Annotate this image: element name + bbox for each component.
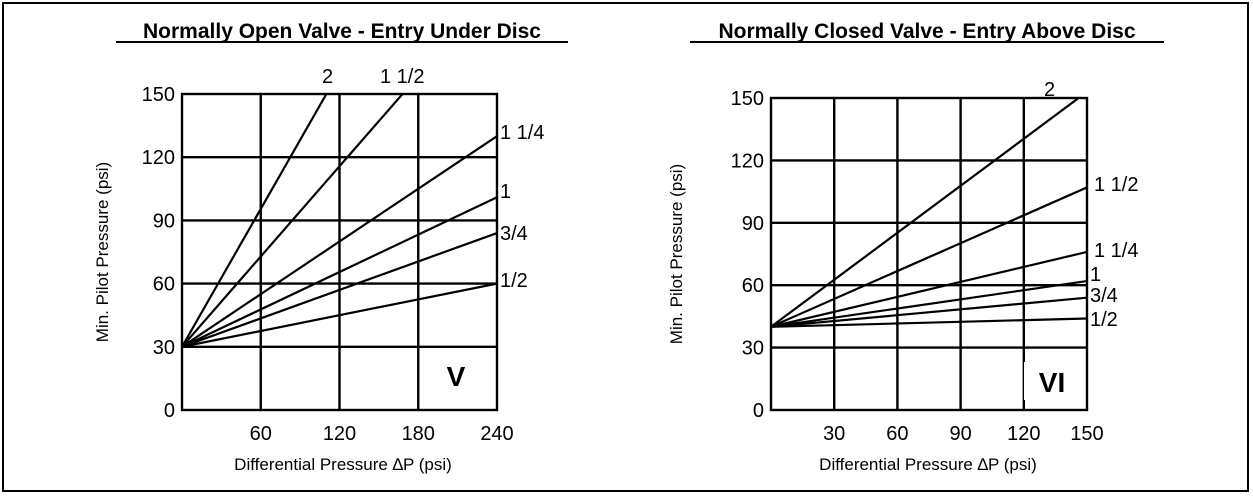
chart-panel-1: Normally Open Valve - Entry Under Disc 0 3… xyxy=(93,20,568,474)
x-tick-label: 90 xyxy=(949,423,971,445)
series-line-1 xyxy=(182,94,404,348)
plot-area xyxy=(769,96,1089,412)
series-label: 1 1/4 xyxy=(1094,240,1138,262)
series-line-4 xyxy=(182,232,497,348)
y-tick-label: 90 xyxy=(153,210,175,232)
chart-title: Normally Open Valve - Entry Under Disc xyxy=(143,20,541,43)
y-axis-label: Min. Pilot Pressure (psi) xyxy=(667,164,686,344)
x-tick-label: 180 xyxy=(402,423,435,445)
y-axis-label: Min. Pilot Pressure (psi) xyxy=(93,162,112,342)
y-tick-label: 30 xyxy=(153,337,175,359)
x-axis-label: Differential Pressure ∆P (psi) xyxy=(819,455,1037,474)
x-axis-label: Differential Pressure ∆P (psi) xyxy=(234,455,452,474)
series-label: 1 1/4 xyxy=(500,122,544,144)
series-line-2 xyxy=(182,135,497,348)
series-label: 1/2 xyxy=(500,270,528,292)
series-line-5 xyxy=(182,282,497,348)
series-label: 1 1/2 xyxy=(380,66,424,88)
y-tick-label: 150 xyxy=(731,88,764,110)
series-line-2 xyxy=(771,250,1087,328)
x-tick-label: 240 xyxy=(480,423,513,445)
y-tick-label: 120 xyxy=(142,147,175,169)
y-tick-label: 30 xyxy=(742,338,764,360)
panel-mark-bg xyxy=(436,356,476,394)
series-label: 1 1/2 xyxy=(1094,174,1138,196)
panel-mark-bg xyxy=(1024,362,1080,400)
series-line-4 xyxy=(771,296,1087,328)
y-tick-label: 0 xyxy=(753,400,764,422)
panel-mark: VI xyxy=(1039,367,1065,398)
series-label: 2 xyxy=(322,66,333,88)
y-tick-label: 90 xyxy=(742,213,764,235)
series-line-0 xyxy=(771,98,1081,328)
y-tick-label: 60 xyxy=(742,275,764,297)
panel-mark: V xyxy=(447,361,466,392)
y-tick-label: 60 xyxy=(153,274,175,296)
y-tick-label: 120 xyxy=(731,150,764,172)
series-line-0 xyxy=(182,94,328,348)
series-label: 3/4 xyxy=(500,223,528,245)
x-tick-label: 30 xyxy=(823,423,845,445)
chart-title: Normally Closed Valve - Entry Above Disc xyxy=(718,20,1135,43)
chart-panel-2: Normally Closed Valve - Entry Above Disc… xyxy=(667,20,1164,474)
series-line-3 xyxy=(771,279,1087,328)
series-label: 3/4 xyxy=(1090,285,1118,307)
series-label: 1 xyxy=(1090,264,1101,286)
plot-area xyxy=(180,92,499,412)
x-tick-label: 120 xyxy=(1007,423,1040,445)
y-tick-label: 150 xyxy=(142,84,175,106)
series-line-5 xyxy=(771,317,1087,328)
x-tick-label: 150 xyxy=(1070,423,1103,445)
x-tick-label: 60 xyxy=(250,423,272,445)
series-label: 1/2 xyxy=(1090,309,1118,331)
series-line-1 xyxy=(771,186,1087,328)
series-line-3 xyxy=(182,196,497,348)
y-tick-label: 0 xyxy=(164,400,175,422)
x-tick-label: 120 xyxy=(323,423,356,445)
series-label: 1 xyxy=(500,181,511,203)
series-label: 2 xyxy=(1044,79,1055,101)
x-tick-label: 60 xyxy=(886,423,908,445)
